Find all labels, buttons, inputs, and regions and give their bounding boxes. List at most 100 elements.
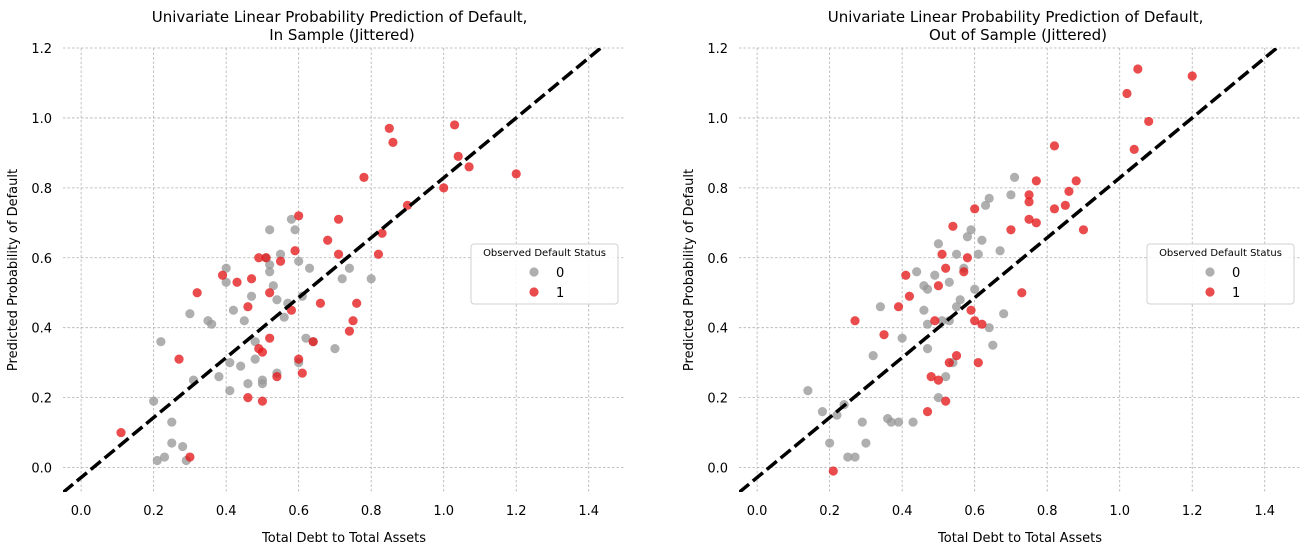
data-point-class-1 xyxy=(962,253,973,263)
fit-line-group xyxy=(739,48,1280,492)
scatter-points xyxy=(116,120,521,466)
data-point-class-1 xyxy=(944,358,954,368)
y-tick-label: 1.0 xyxy=(707,112,728,127)
y-tick-label: 0.6 xyxy=(707,252,728,267)
legend-title: Observed Default Status xyxy=(483,248,606,259)
data-point-class-0 xyxy=(999,309,1009,319)
chart-title: Univariate Linear Probability Prediction… xyxy=(828,8,1208,44)
legend-label-1: 1 xyxy=(1232,286,1240,301)
x-tick-label: 1.4 xyxy=(1254,504,1275,519)
data-point-class-1 xyxy=(254,253,264,263)
data-point-class-1 xyxy=(930,316,940,326)
data-point-class-0 xyxy=(933,393,944,403)
data-point-class-1 xyxy=(850,316,860,326)
data-point-class-0 xyxy=(225,358,235,368)
data-point-class-0 xyxy=(366,274,376,284)
data-point-class-0 xyxy=(246,291,257,301)
data-point-class-1 xyxy=(1187,71,1197,81)
data-point-class-1 xyxy=(232,277,242,287)
x-tick-label: 0.2 xyxy=(143,504,164,519)
x-tick-label: 1.0 xyxy=(433,504,454,519)
data-point-class-1 xyxy=(941,396,951,406)
y-tick-label: 0.2 xyxy=(707,392,728,407)
x-axis-label: Total Debt to Total Assets xyxy=(937,531,1102,546)
data-point-class-1 xyxy=(323,235,333,245)
data-point-class-1 xyxy=(185,452,195,462)
data-point-class-0 xyxy=(275,249,286,259)
data-point-class-0 xyxy=(922,319,933,329)
data-point-class-0 xyxy=(221,263,231,273)
data-point-class-1 xyxy=(1071,176,1081,186)
legend-marker-0 xyxy=(1205,267,1215,277)
x-tick-label: 0.4 xyxy=(216,504,237,519)
data-point-class-0 xyxy=(337,274,347,284)
y-tick-label: 0.0 xyxy=(31,462,52,477)
data-point-class-1 xyxy=(970,204,980,214)
data-point-class-1 xyxy=(948,221,958,231)
data-point-class-0 xyxy=(272,295,282,305)
y-tick-label: 0.2 xyxy=(31,392,52,407)
data-point-class-0 xyxy=(1009,172,1020,182)
x-tick-label: 0.4 xyxy=(892,504,913,519)
legend-marker-0 xyxy=(529,267,539,277)
data-point-class-1 xyxy=(261,253,271,263)
data-point-class-0 xyxy=(908,417,918,427)
data-point-class-0 xyxy=(265,260,275,270)
data-point-class-0 xyxy=(301,333,311,343)
y-tick-label: 0.4 xyxy=(707,322,728,337)
data-point-class-1 xyxy=(116,427,126,438)
data-point-class-1 xyxy=(828,466,838,476)
data-point-class-1 xyxy=(373,249,384,259)
data-point-class-1 xyxy=(959,267,969,277)
data-point-class-1 xyxy=(333,249,344,259)
data-point-class-1 xyxy=(1060,200,1070,210)
data-point-class-1 xyxy=(243,393,253,403)
data-point-class-1 xyxy=(1144,116,1154,127)
data-point-class-1 xyxy=(933,375,944,385)
x-tick-label: 0.8 xyxy=(361,504,382,519)
data-point-class-1 xyxy=(344,326,355,336)
y-tick-label: 0.4 xyxy=(31,322,52,337)
data-point-class-0 xyxy=(817,406,827,417)
data-point-class-0 xyxy=(966,225,976,235)
data-point-class-1 xyxy=(1064,186,1074,196)
data-point-class-0 xyxy=(156,337,166,347)
data-point-class-0 xyxy=(955,295,965,305)
data-point-class-0 xyxy=(962,232,973,242)
y-axis-label: Predicted Probability of Default xyxy=(6,169,21,371)
x-tick-label: 0.0 xyxy=(747,504,768,519)
x-tick-label: 0.8 xyxy=(1037,504,1058,519)
data-point-class-0 xyxy=(243,379,253,389)
data-point-class-0 xyxy=(149,396,159,406)
data-point-class-0 xyxy=(988,340,998,350)
x-tick-label: 1.0 xyxy=(1109,504,1130,519)
data-point-class-1 xyxy=(257,396,268,406)
chart-out-of-sample: Univariate Linear Probability Prediction… xyxy=(682,8,1301,546)
y-tick-label: 0.0 xyxy=(707,462,728,477)
data-point-class-0 xyxy=(973,249,983,259)
data-point-class-1 xyxy=(933,281,944,291)
data-point-class-1 xyxy=(265,333,275,343)
data-point-class-1 xyxy=(257,347,268,357)
data-point-class-0 xyxy=(995,246,1005,256)
data-point-class-1 xyxy=(243,302,253,312)
legend-box xyxy=(1146,243,1295,305)
data-point-class-0 xyxy=(185,309,195,319)
data-point-class-0 xyxy=(861,438,871,448)
data-point-class-1 xyxy=(511,169,521,179)
data-point-class-1 xyxy=(384,123,394,134)
legend-label-0: 0 xyxy=(556,266,564,281)
data-point-class-1 xyxy=(272,372,282,382)
data-point-class-0 xyxy=(825,438,835,448)
data-point-class-0 xyxy=(970,284,980,294)
y-tick-label: 1.2 xyxy=(31,42,52,57)
data-point-class-0 xyxy=(330,344,340,354)
data-point-class-1 xyxy=(275,256,286,266)
data-point-class-0 xyxy=(937,316,947,326)
data-point-class-1 xyxy=(359,172,369,182)
data-point-class-0 xyxy=(228,305,239,315)
data-point-class-0 xyxy=(250,354,260,364)
data-point-class-1 xyxy=(217,270,228,280)
x-tick-label: 0.0 xyxy=(71,504,92,519)
